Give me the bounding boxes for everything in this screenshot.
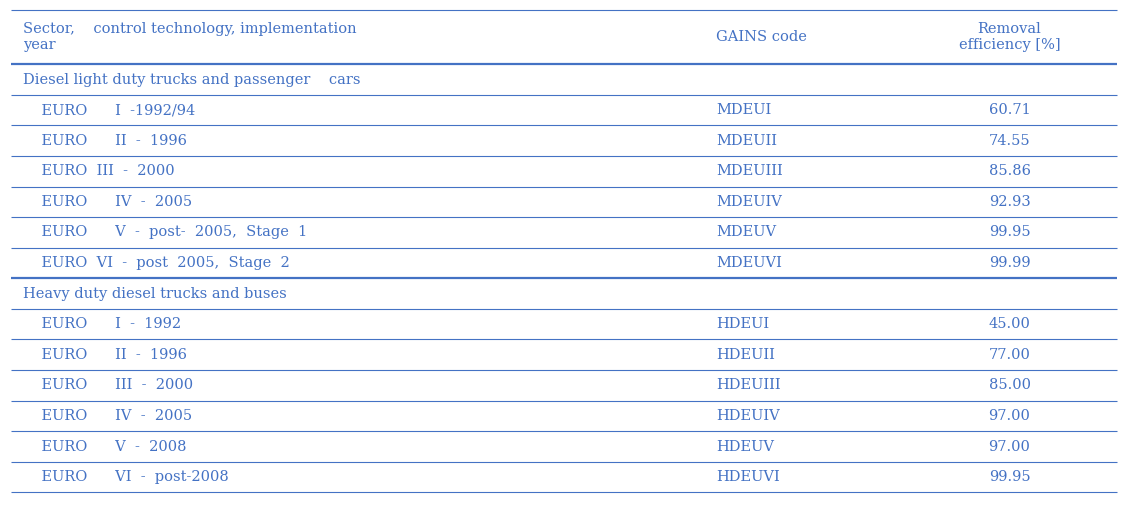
Text: EURO      IV  -  2005: EURO IV - 2005: [23, 409, 192, 423]
Text: 45.00: 45.00: [988, 317, 1031, 331]
Text: 92.93: 92.93: [988, 195, 1031, 209]
Text: EURO      I  -  1992: EURO I - 1992: [23, 317, 180, 331]
Text: EURO      II  -  1996: EURO II - 1996: [23, 348, 186, 362]
Text: 77.00: 77.00: [988, 348, 1031, 362]
Text: GAINS code: GAINS code: [716, 30, 808, 44]
Text: HDEUVI: HDEUVI: [716, 470, 781, 484]
Text: HDEUIV: HDEUIV: [716, 409, 781, 423]
Text: EURO      IV  -  2005: EURO IV - 2005: [23, 195, 192, 209]
Text: 60.71: 60.71: [988, 103, 1031, 117]
Text: 74.55: 74.55: [989, 134, 1030, 148]
Text: HDEUII: HDEUII: [716, 348, 775, 362]
Text: HDEUV: HDEUV: [716, 439, 774, 453]
Text: EURO      V  -  2008: EURO V - 2008: [23, 439, 186, 453]
Text: EURO  VI  -  post  2005,  Stage  2: EURO VI - post 2005, Stage 2: [23, 256, 289, 270]
Text: EURO      I  -1992/94: EURO I -1992/94: [23, 103, 195, 117]
Text: MDEUV: MDEUV: [716, 226, 776, 240]
Text: MDEUIII: MDEUIII: [716, 164, 783, 178]
Text: MDEUI: MDEUI: [716, 103, 772, 117]
Text: Diesel light duty trucks and passenger    cars: Diesel light duty trucks and passenger c…: [23, 72, 360, 86]
Text: 97.00: 97.00: [988, 439, 1031, 453]
Text: MDEUII: MDEUII: [716, 134, 777, 148]
Text: EURO      III  -  2000: EURO III - 2000: [23, 378, 193, 392]
Text: 97.00: 97.00: [988, 409, 1031, 423]
Text: EURO  III  -  2000: EURO III - 2000: [23, 164, 174, 178]
Text: MDEUIV: MDEUIV: [716, 195, 782, 209]
Text: EURO      II  -  1996: EURO II - 1996: [23, 134, 186, 148]
Text: 85.00: 85.00: [988, 378, 1031, 392]
Text: EURO      VI  -  post-2008: EURO VI - post-2008: [23, 470, 228, 484]
Text: HDEUIII: HDEUIII: [716, 378, 781, 392]
Text: Heavy duty diesel trucks and buses: Heavy duty diesel trucks and buses: [23, 287, 287, 301]
Text: 99.99: 99.99: [989, 256, 1030, 270]
Text: HDEUI: HDEUI: [716, 317, 769, 331]
Text: EURO      V  -  post-  2005,  Stage  1: EURO V - post- 2005, Stage 1: [23, 226, 307, 240]
Text: Removal
efficiency [%]: Removal efficiency [%]: [959, 22, 1060, 52]
Text: 85.86: 85.86: [988, 164, 1031, 178]
Text: MDEUVI: MDEUVI: [716, 256, 782, 270]
Text: Sector,    control technology, implementation
year: Sector, control technology, implementati…: [23, 22, 356, 52]
Text: 99.95: 99.95: [989, 470, 1030, 484]
Text: 99.95: 99.95: [989, 226, 1030, 240]
